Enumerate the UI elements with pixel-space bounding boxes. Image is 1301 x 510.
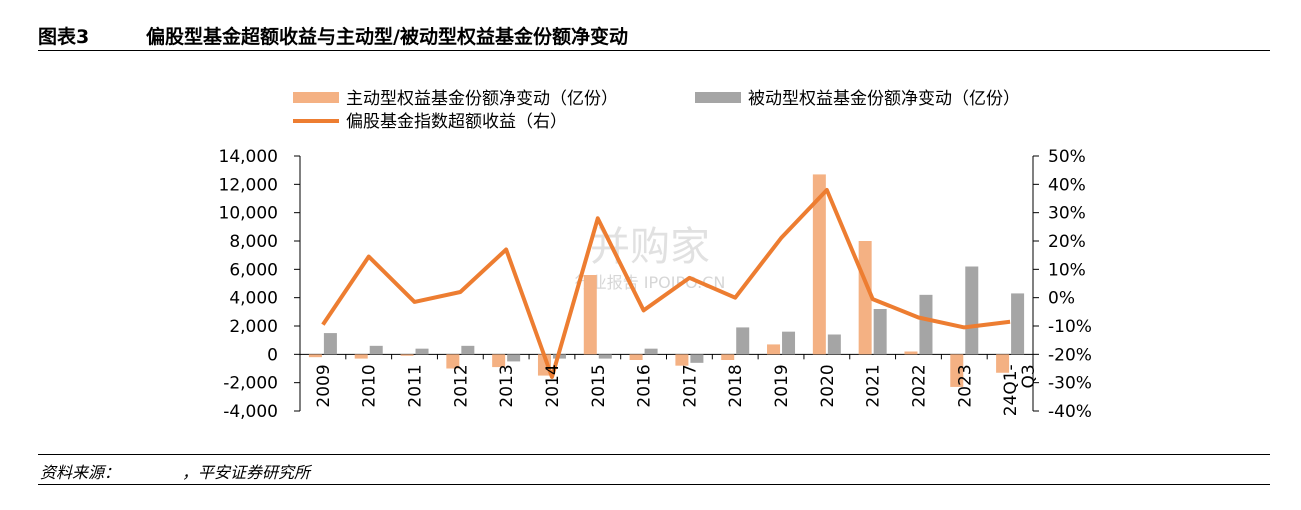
y-left-tick-label: 6,000 [229, 260, 278, 280]
active-fund-bar [629, 354, 643, 360]
y-left-tick-label: 4,000 [229, 289, 278, 309]
passive-fund-bar [827, 334, 841, 355]
y-left-tick-label: 0 [267, 345, 278, 365]
y-left-tick-label: 14,000 [219, 147, 278, 167]
y-right-tick-label: 20% [1048, 232, 1086, 252]
axes: -4,000 -2,000 0 2,000 4,000 6,000 8,000 10,000 1… [219, 147, 1092, 422]
x-tick-label: 2017 [680, 364, 700, 407]
y-left-tick-label: 8,000 [229, 232, 278, 252]
watermark-main: 并购家 [590, 224, 710, 270]
legend-label-line: 偏股基金指数超额收益（右） [346, 112, 567, 132]
x-tick-label: 2021 [864, 364, 884, 407]
x-tick-label: Q3 [1019, 364, 1039, 388]
x-tick-label: 2018 [726, 364, 746, 407]
passive-fund-bar [323, 333, 337, 355]
active-fund-bar [583, 275, 597, 355]
y-right-tick-label: 50% [1048, 147, 1086, 167]
active-fund-bar [492, 354, 506, 368]
legend-label-active: 主动型权益基金份额净变动（亿份） [346, 89, 618, 109]
active-fund-bar [904, 351, 918, 355]
y-left-tick-label: 12,000 [219, 175, 278, 195]
x-tick-label: 2020 [818, 364, 838, 407]
chart: 并购家 行业报告 IPOIPO.CN 主动型权益基金份额净变动（亿份） 被动型权益… [219, 89, 1092, 422]
figure-title: 偏股型基金超额收益与主动型/被动型权益基金份额净变动 [146, 26, 628, 48]
active-fund-bar [812, 174, 826, 355]
passive-fund-bar [1011, 293, 1025, 355]
active-fund-bar [767, 344, 781, 355]
y-right-tick-label: -10% [1048, 317, 1092, 337]
active-fund-bar [996, 354, 1010, 373]
y-right-tick-label: -20% [1048, 345, 1092, 365]
active-fund-bar [950, 354, 964, 387]
y-left-tick-label: -2,000 [223, 374, 278, 394]
x-tick-label: 24Q1- [1001, 364, 1021, 416]
x-tick-label: 2012 [451, 364, 471, 407]
footer-rule-top [38, 454, 1270, 455]
line-series [321, 188, 1011, 379]
y-right-tick-label: -30% [1048, 374, 1092, 394]
source-note: 资料来源： ，平安证券研究所 [40, 459, 310, 483]
y-right-tick-label: 40% [1048, 175, 1086, 195]
legend: 主动型权益基金份额净变动（亿份） 被动型权益基金份额净变动（亿份） 偏股基金指数超额… [293, 89, 1020, 132]
x-tick-labels: 2009 2010 2011 2012 2013 2014 2015 2016 2017 2018… [314, 364, 1039, 416]
x-tick-label: 2019 [772, 364, 792, 407]
passive-fund-bar [598, 354, 612, 359]
active-fund-bar [721, 354, 735, 360]
passive-fund-bar [644, 348, 658, 355]
excess-return-line [321, 188, 1011, 379]
passive-fund-bar [965, 266, 979, 355]
y-right-tick-label: 0% [1048, 289, 1075, 309]
y-right-tick-label: 30% [1048, 204, 1086, 224]
y-left-tick-label: 2,000 [229, 317, 278, 337]
x-tick-label: 2015 [589, 364, 609, 407]
y-left-tick-label: -4,000 [223, 402, 278, 422]
x-tick-label: 2016 [635, 364, 655, 407]
active-fund-bar [400, 354, 414, 356]
active-fund-bar [354, 354, 368, 359]
footer-rule-bottom [38, 484, 1270, 485]
header-rule [38, 50, 1270, 51]
active-fund-bar [446, 354, 460, 369]
x-tick-label: 2010 [360, 364, 380, 407]
legend-swatch-active [293, 92, 339, 103]
x-tick-label: 2011 [406, 364, 426, 407]
source-text: ，平安证券研究所 [182, 463, 311, 482]
passive-fund-bar [415, 348, 429, 355]
y-right-tick-label: -40% [1048, 402, 1092, 422]
legend-swatch-passive [695, 92, 741, 103]
passive-fund-bar [873, 309, 887, 355]
passive-fund-bar [461, 345, 475, 355]
x-tick-label: 2022 [909, 364, 929, 407]
passive-fund-bar [369, 345, 383, 355]
passive-fund-bar [782, 331, 796, 355]
x-tick-label: 2023 [955, 364, 975, 407]
x-tick-label: 2009 [314, 364, 334, 407]
source-label: 资料来源： [40, 463, 121, 482]
figure-header: 图表3 偏股型基金超额收益与主动型/被动型权益基金份额净变动 [38, 20, 1270, 50]
active-fund-bar [308, 354, 322, 358]
passive-fund-bar [507, 354, 521, 362]
passive-fund-bar [690, 354, 704, 363]
x-tick-label: 2013 [497, 364, 517, 407]
passive-fund-bar [919, 294, 933, 355]
active-fund-bar [858, 241, 872, 355]
figure-number: 图表3 [38, 26, 90, 48]
y-left-tick-label: 10,000 [219, 204, 278, 224]
y-right-tick-label: 10% [1048, 260, 1086, 280]
x-tick-label: 2014 [543, 364, 563, 407]
active-fund-bar [675, 354, 689, 366]
legend-label-passive: 被动型权益基金份额净变动（亿份） [748, 89, 1020, 109]
passive-fund-bar [736, 327, 750, 355]
